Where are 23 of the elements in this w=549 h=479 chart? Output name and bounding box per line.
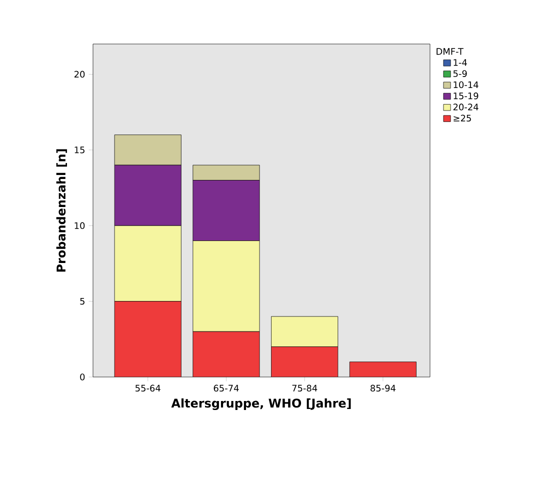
y-tick-label: 5 [80, 298, 84, 305]
y-axis-title: Probandenzahl [n] [56, 149, 67, 272]
bar [192, 332, 260, 377]
x-axis-title: Altersgruppe, WHO [Jahre] [171, 398, 351, 410]
y-tick-label: 20 [74, 70, 85, 78]
y-tick-label: 10 [74, 222, 85, 230]
bar [114, 301, 182, 377]
x-tick-label: 75-84 [292, 384, 318, 392]
x-tick-label: 85-94 [370, 384, 396, 392]
y-tick-label: 0 [80, 374, 85, 380]
legend-label: 10-14 [454, 81, 478, 88]
legend-label: 20-24 [453, 104, 478, 110]
legend-label: 5-9 [453, 70, 467, 77]
legend-title: DMF-T [436, 48, 464, 55]
bar [349, 362, 416, 377]
legend-label: ≥25 [454, 114, 471, 122]
bar [271, 316, 338, 347]
legend-label: 15-19 [454, 92, 478, 100]
x-tick-label: 55-64 [136, 384, 160, 392]
bar [271, 346, 338, 377]
legend-label: 1-4 [454, 59, 467, 66]
x-tick-label: 65-74 [214, 384, 239, 392]
y-tick-label: 15 [74, 146, 84, 154]
